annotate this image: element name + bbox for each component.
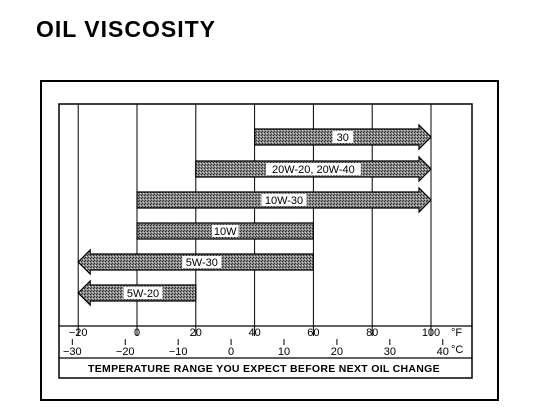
caption: TEMPERATURE RANGE YOU EXPECT BEFORE NEXT…	[88, 363, 440, 375]
bar-label: 20W-20, 20W-40	[272, 164, 355, 176]
c-tick-label: −10	[169, 346, 188, 358]
c-tick-label: 0	[228, 346, 234, 358]
bar-label-background	[332, 131, 353, 143]
bar-label-background	[182, 256, 222, 268]
bar-label: 5W-30	[186, 257, 218, 269]
bar-label: 10W-30	[265, 195, 303, 207]
f-tick-label: 0	[134, 327, 140, 339]
c-tick-label: 10	[278, 346, 290, 358]
f-tick-label: 40	[248, 327, 260, 339]
f-tick-label: 100	[422, 327, 440, 339]
chart-inner-frame	[58, 103, 473, 379]
bar-label-background	[266, 163, 361, 175]
bar-label-background	[211, 225, 239, 237]
viscosity-bar: 10W-30	[136, 186, 432, 214]
f-tick-label: 60	[307, 327, 319, 339]
bar-label-background	[123, 287, 163, 299]
viscosity-bar: 10W	[136, 222, 314, 240]
c-tick-label: −30	[63, 346, 82, 358]
fahrenheit-unit: °F	[451, 327, 462, 339]
page-title: OIL VISCOSITY	[36, 16, 216, 42]
bar-label: 5W-20	[127, 288, 159, 300]
f-tick-label: 20	[190, 327, 202, 339]
bar-label: 30	[337, 132, 349, 144]
c-tick-label: −20	[116, 346, 135, 358]
bar-label-background	[261, 194, 307, 206]
c-tick-label: 30	[384, 346, 396, 358]
celsius-unit: °C	[451, 344, 463, 356]
c-tick-label: 20	[331, 346, 343, 358]
viscosity-bar: 30	[254, 123, 432, 151]
viscosity-bar: 5W-20	[77, 279, 197, 307]
viscosity-bar: 5W-30	[77, 248, 314, 276]
f-tick-label: −20	[69, 327, 88, 339]
f-tick-label: 80	[366, 327, 378, 339]
viscosity-bar: 20W-20, 20W-40	[195, 155, 432, 183]
bar-label: 10W	[214, 226, 237, 238]
c-tick-label: 40	[437, 346, 449, 358]
